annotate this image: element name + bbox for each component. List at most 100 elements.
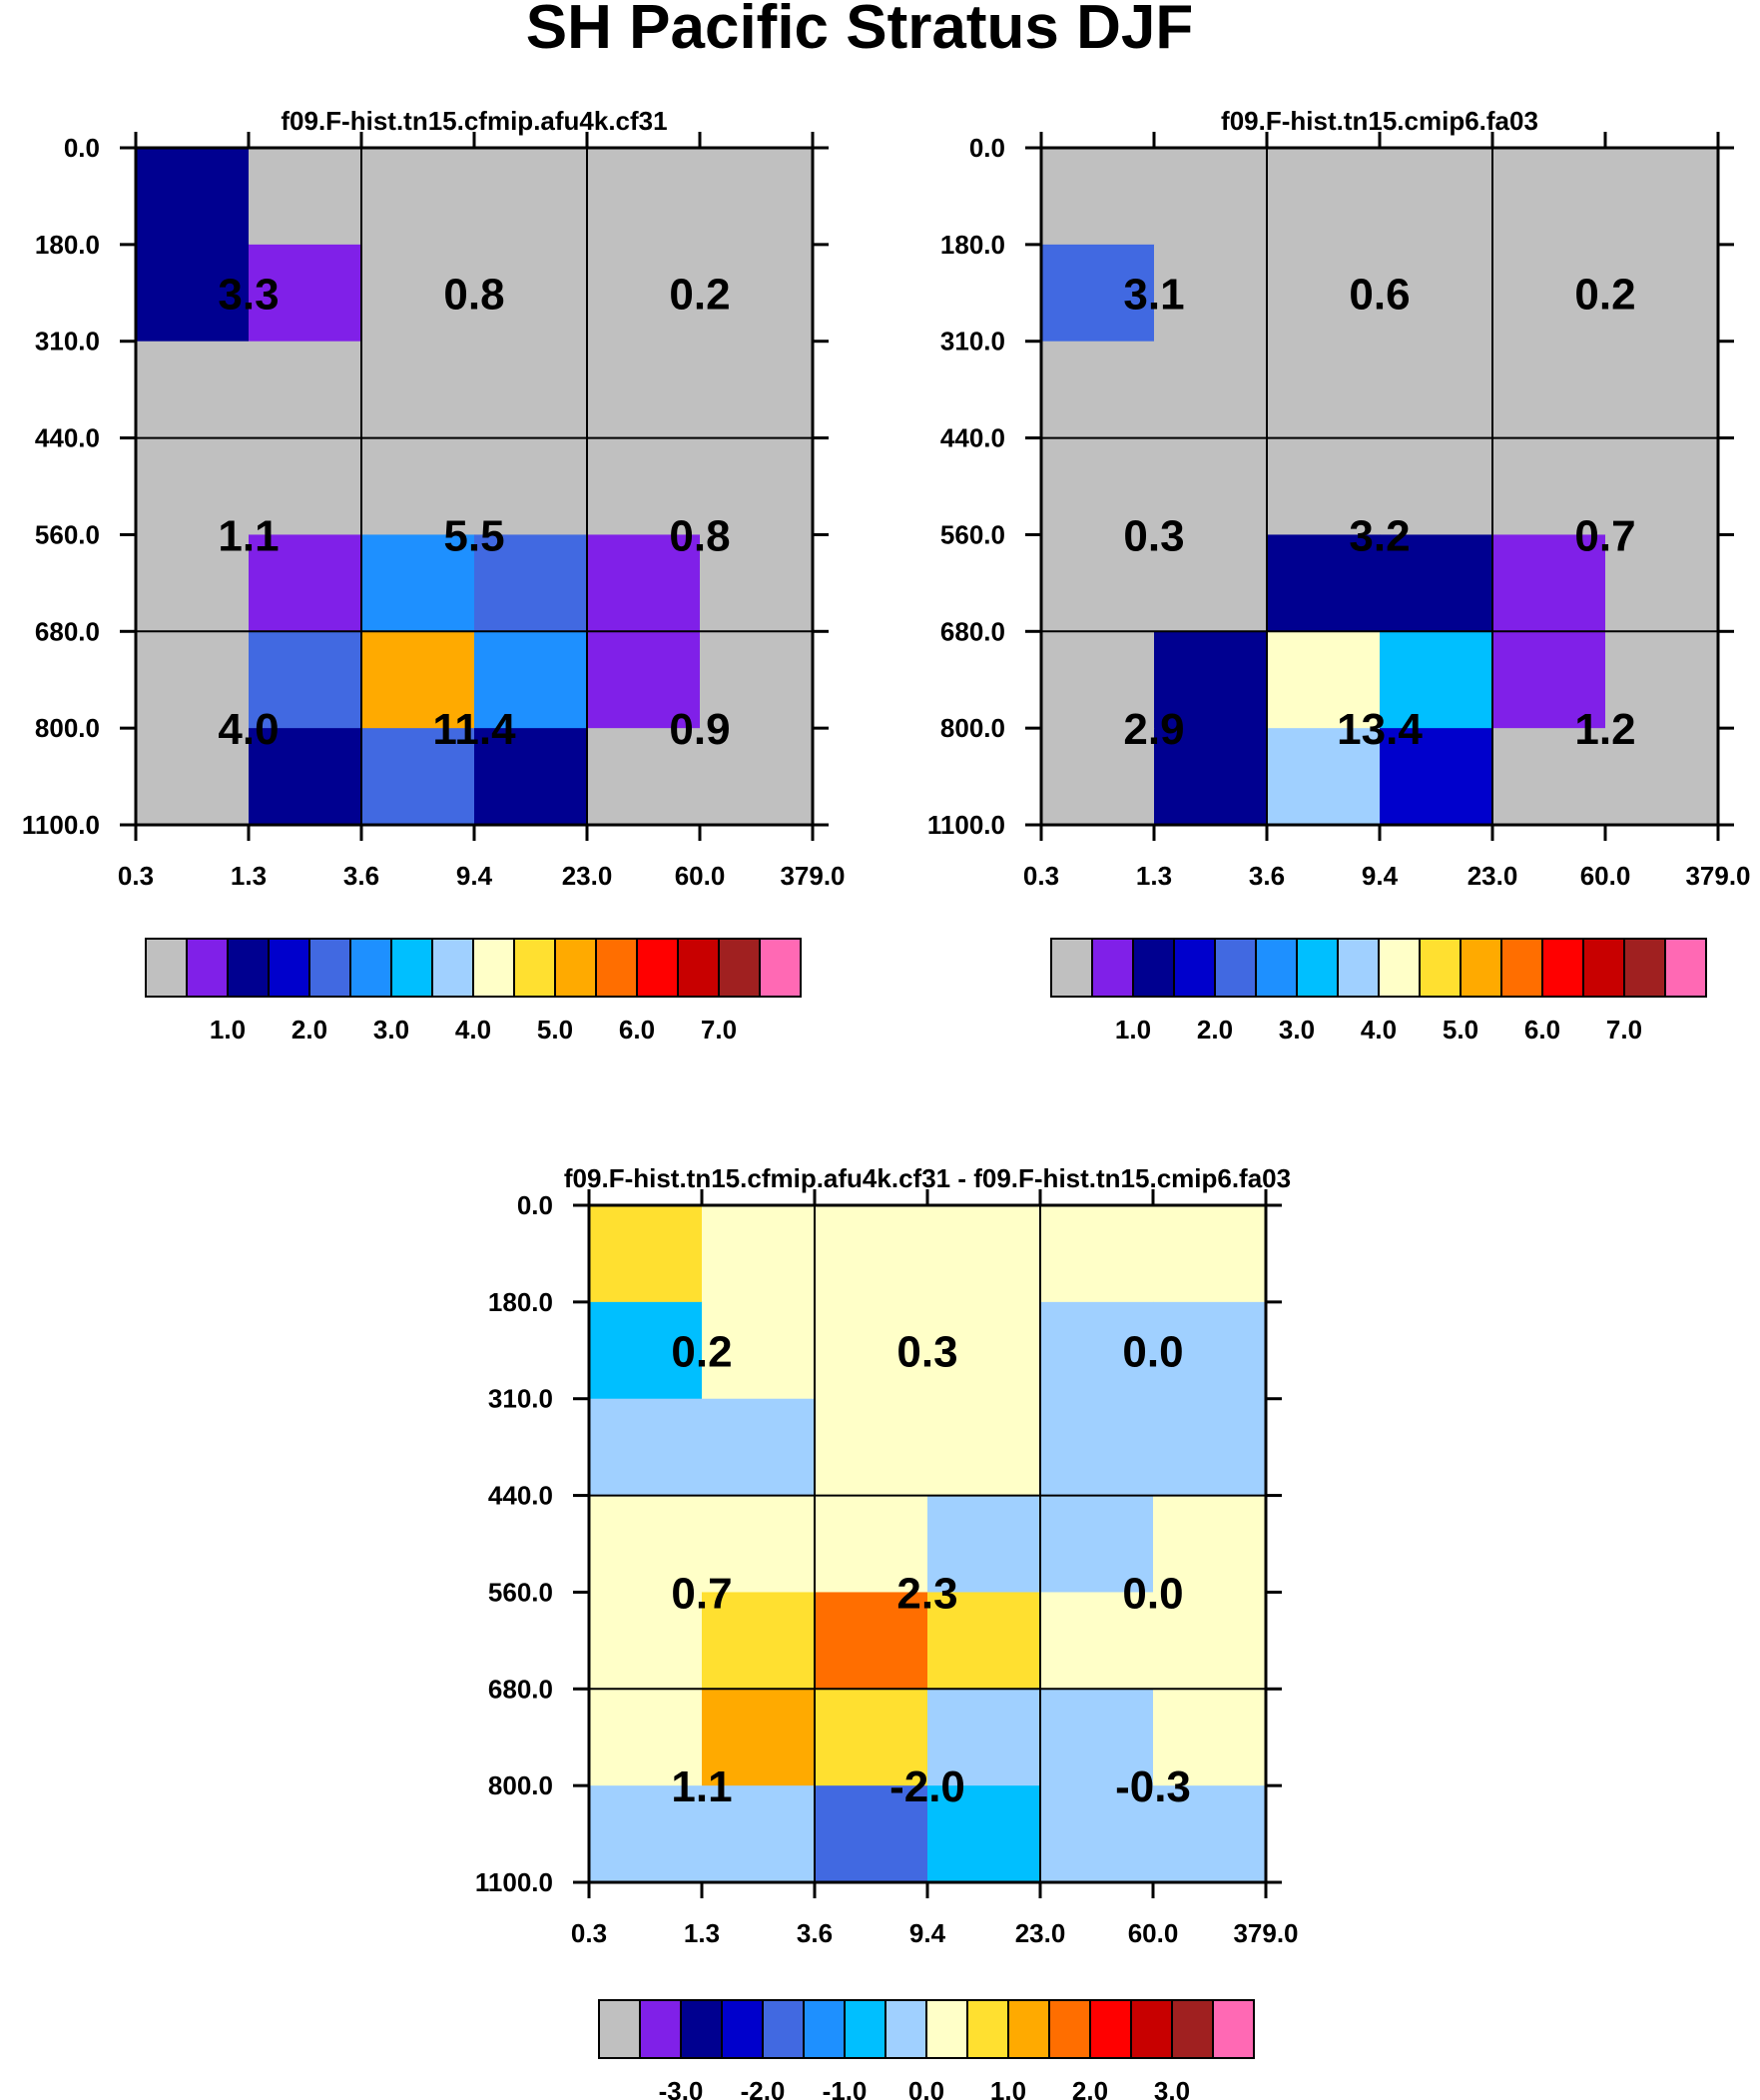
heatmap-cell — [136, 437, 250, 536]
heatmap-cell — [1041, 437, 1155, 536]
block-sum-label: 3.1 — [1123, 270, 1184, 319]
colorbar-label: 3.0 — [1154, 2076, 1190, 2100]
colorbar-swatch — [1089, 1999, 1132, 2059]
colorbar-swatch — [762, 1999, 805, 2059]
heatmap-cell — [1267, 244, 1381, 343]
y-tick-label: 560.0 — [488, 1577, 553, 1607]
heatmap-cell — [249, 437, 362, 536]
colorbar-swatch — [1007, 1999, 1050, 2059]
x-tick-label: 1.3 — [684, 1918, 720, 1948]
heatmap-cell — [1492, 631, 1606, 729]
heatmap-cell — [136, 148, 250, 246]
heatmap-cell — [1040, 1592, 1154, 1690]
colorbar-label: 4.0 — [1361, 1015, 1397, 1045]
colorbar-swatch — [1623, 938, 1666, 998]
heatmap-cell — [1040, 1495, 1154, 1594]
heatmap-cell — [589, 1398, 703, 1497]
y-tick-label: 440.0 — [940, 423, 1005, 453]
colorbar-swatch — [1296, 938, 1339, 998]
heatmap-cell — [700, 534, 814, 632]
colorbar-swatch — [721, 1999, 764, 2059]
heatmap-cell — [1154, 148, 1268, 246]
colorbar-swatch — [680, 1999, 723, 2059]
heatmap-cell — [815, 1205, 928, 1303]
colorbar-label: 6.0 — [1524, 1015, 1560, 1045]
heatmap-cell — [587, 244, 701, 343]
heatmap-cell — [702, 1689, 816, 1786]
y-tick-label: 310.0 — [488, 1384, 553, 1414]
colorbar-label: 0.0 — [908, 2076, 944, 2100]
block-sum-label: 0.9 — [669, 705, 730, 754]
colorbar-swatch — [431, 938, 474, 998]
colorbar-label: -3.0 — [659, 2076, 704, 2100]
block-sum-label: 0.0 — [1122, 1327, 1183, 1376]
x-tick-label: 0.3 — [571, 1918, 607, 1948]
colorbar-swatch — [759, 938, 802, 998]
heatmap-cell — [249, 244, 362, 343]
heatmap-cell — [1380, 631, 1493, 729]
heatmap-cell — [1492, 244, 1606, 343]
colorbar-swatch — [1214, 938, 1257, 998]
x-tick-label: 23.0 — [562, 861, 613, 891]
heatmap-cell — [361, 244, 475, 343]
colorbar-swatch — [1171, 1999, 1214, 2059]
colorbar-swatch — [1091, 938, 1134, 998]
colorbar-swatch — [1337, 938, 1380, 998]
colorbar-label: 3.0 — [1279, 1015, 1315, 1045]
heatmap-panel-2: f09.F-hist.tn15.cmip6.fa03 0.0 180.0 310.0 4… — [927, 106, 1751, 1045]
heatmap-cell — [589, 1301, 703, 1400]
heatmap-cell — [589, 1205, 703, 1303]
heatmap-cell — [474, 728, 588, 826]
block-sum-label: 0.8 — [443, 270, 504, 319]
x-tick-label: 3.6 — [797, 1918, 833, 1948]
block-sum-label: 1.1 — [218, 511, 279, 560]
colorbar-swatch — [1173, 938, 1216, 998]
colorbar-label: 2.0 — [1197, 1015, 1233, 1045]
heatmap-cell — [1605, 534, 1719, 632]
x-tick-label: 3.6 — [343, 861, 379, 891]
heatmap-cell — [1041, 244, 1155, 343]
heatmap-cell — [249, 341, 362, 439]
heatmap-cell — [1605, 244, 1719, 343]
block-sum-label: 0.6 — [1349, 270, 1410, 319]
heatmap-cell — [1267, 534, 1381, 632]
y-tick-label: 560.0 — [35, 519, 100, 549]
colorbar-label: 2.0 — [292, 1015, 327, 1045]
heatmap-cell — [1267, 341, 1381, 439]
block-sum-label: 13.4 — [1337, 705, 1423, 754]
block-sum-label: 2.9 — [1123, 705, 1184, 754]
y-tick-label: 180.0 — [488, 1287, 553, 1317]
heatmap-cell — [1040, 1398, 1154, 1497]
y-tick-label: 0.0 — [517, 1190, 553, 1220]
y-tick-label: 680.0 — [940, 616, 1005, 646]
heatmap-cell — [361, 534, 475, 632]
colorbar-swatch — [1419, 938, 1462, 998]
colorbar-swatch — [595, 938, 638, 998]
colorbar-label: -1.0 — [823, 2076, 868, 2100]
heatmap-cell — [815, 1689, 928, 1786]
heatmap-cell — [136, 631, 250, 729]
block-sum-label: 0.2 — [669, 270, 730, 319]
heatmap-cell — [1380, 728, 1493, 826]
heatmap-cell — [1153, 1785, 1267, 1883]
block-sum-label: 0.3 — [1123, 511, 1184, 560]
y-tick-label: 1100.0 — [22, 810, 100, 840]
heatmap-cell — [702, 1205, 816, 1303]
x-tick-label: 379.0 — [780, 861, 845, 891]
colorbar-label: 5.0 — [1443, 1015, 1478, 1045]
colorbar-swatch — [1541, 938, 1584, 998]
heatmap-cell — [1380, 341, 1493, 439]
block-sum-label: 4.0 — [218, 705, 279, 754]
colorbar-label: 1.0 — [990, 2076, 1026, 2100]
y-tick-label: 0.0 — [969, 133, 1005, 163]
heatmap-cell — [700, 728, 814, 826]
heatmap-cell — [361, 148, 475, 246]
heatmap-cell — [1492, 728, 1606, 826]
colorbar-swatch — [513, 938, 556, 998]
y-tick-label: 800.0 — [940, 713, 1005, 743]
x-tick-label: 3.6 — [1249, 861, 1285, 891]
heatmap-cell — [702, 1495, 816, 1594]
colorbar: -3.0 -2.0 -1.0 0.0 1.0 2.0 3.0 — [598, 1999, 1255, 2100]
x-tick-label: 60.0 — [675, 861, 726, 891]
heatmap-cell — [1154, 728, 1268, 826]
